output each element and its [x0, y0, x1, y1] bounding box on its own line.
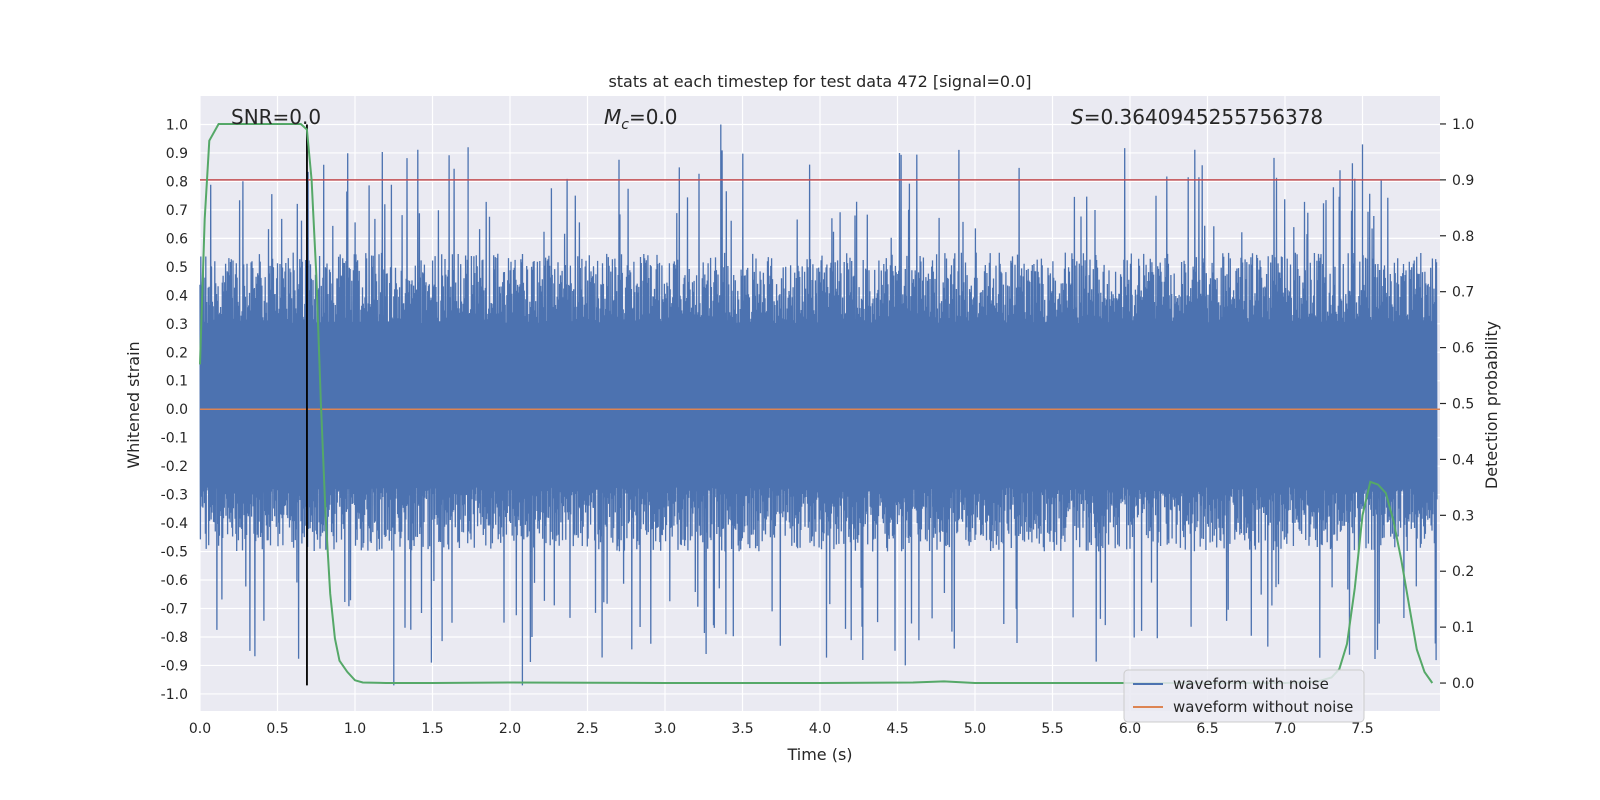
legend: waveform with noise waveform without noi…	[1123, 669, 1365, 723]
y-left-tick-1: 0.9	[166, 146, 188, 162]
y-left-tick-17: -0.7	[161, 602, 188, 618]
x-tick-12: 6.0	[1119, 721, 1141, 737]
legend-box	[1123, 669, 1365, 723]
x-tick-7: 3.5	[731, 721, 753, 737]
x-axis-ticks: 0.0 0.5 1.0 1.5 2.0 2.5 3.0 3.5 4.0 4.5 5.0 5.5 6.0 6…	[189, 721, 1374, 737]
y-left-tick-2: 0.8	[166, 174, 188, 190]
y-left-tick-4: 0.6	[166, 231, 188, 247]
legend-label-noise: waveform with noise	[1173, 675, 1329, 693]
x-tick-6: 3.0	[654, 721, 676, 737]
x-tick-8: 4.0	[809, 721, 831, 737]
y-left-tick-9: 0.1	[166, 374, 188, 390]
score-value: =0.3640945255756378	[1084, 105, 1323, 129]
x-tick-4: 2.0	[499, 721, 521, 737]
x-axis-label: Time (s)	[786, 745, 852, 764]
y-right-tick-4: 0.6	[1452, 341, 1474, 357]
x-tick-13: 6.5	[1196, 721, 1218, 737]
detection-probability-series	[199, 123, 1434, 684]
y-left-tick-3: 0.7	[166, 203, 188, 219]
snr-annotation: SNR=0.0	[231, 105, 321, 129]
y-left-tick-13: -0.3	[161, 488, 188, 504]
y-left-tick-8: 0.2	[166, 345, 188, 361]
waveform-with-noise-series	[199, 124, 1438, 686]
y-right-tick-0: 1.0	[1452, 117, 1474, 133]
y-left-tick-0: 1.0	[166, 117, 188, 133]
x-tick-0: 0.0	[189, 721, 211, 737]
right-y-axis-label: Detection probability	[1482, 321, 1501, 489]
y-right-tick-2: 0.8	[1452, 229, 1474, 245]
x-tick-2: 1.0	[344, 721, 366, 737]
y-right-tick-6: 0.4	[1452, 452, 1474, 468]
x-tick-14: 7.0	[1274, 721, 1296, 737]
y-right-tick-10: 0.0	[1452, 676, 1474, 692]
x-tick-1: 0.5	[266, 721, 288, 737]
y-left-tick-5: 0.5	[166, 260, 188, 276]
chirp-mass-subscript: c	[621, 117, 629, 133]
y-left-tick-19: -0.9	[161, 658, 188, 674]
detection-probability-line	[199, 123, 1434, 684]
x-tick-9: 4.5	[886, 721, 908, 737]
x-tick-15: 7.5	[1351, 721, 1373, 737]
y-right-tick-3: 0.7	[1452, 285, 1474, 301]
y-right-tick-5: 0.5	[1452, 397, 1474, 413]
chirp-mass-value: =0.0	[629, 105, 678, 129]
x-tick-5: 2.5	[576, 721, 598, 737]
y-left-tick-11: -0.1	[161, 431, 188, 447]
y-left-tick-12: -0.2	[161, 459, 188, 475]
score-annotation: S=0.3640945255756378	[1071, 105, 1323, 129]
y-left-tick-15: -0.5	[161, 545, 188, 561]
y-right-tick-1: 0.9	[1452, 173, 1474, 189]
left-y-axis-label: Whitened strain	[124, 341, 143, 468]
waveform-with-noise-line	[199, 124, 1438, 686]
y-left-tick-6: 0.4	[166, 288, 188, 304]
chirp-mass-symbol: M	[604, 105, 621, 129]
y-left-tick-14: -0.4	[161, 516, 188, 532]
y-left-tick-20: -1.0	[161, 687, 188, 703]
x-tick-10: 5.0	[964, 721, 986, 737]
x-tick-11: 5.5	[1041, 721, 1063, 737]
y-right-tick-8: 0.2	[1452, 564, 1474, 580]
left-y-axis-ticks: 1.0 0.9 0.8 0.7 0.6 0.5 0.4 0.3 0.2 0.1 0.0 -0.1 -0.…	[161, 117, 188, 702]
y-left-tick-7: 0.3	[166, 317, 188, 333]
legend-label-clean: waveform without noise	[1173, 698, 1353, 716]
y-right-tick-7: 0.3	[1452, 508, 1474, 524]
chart-title: stats at each timestep for test data 472…	[608, 72, 1031, 91]
right-y-axis-ticks: 1.0 0.9 0.8 0.7 0.6 0.5 0.4 0.3 0.2 0.1 0.0	[1440, 117, 1474, 692]
y-right-tick-9: 0.1	[1452, 620, 1474, 636]
y-left-tick-10: 0.0	[166, 402, 188, 418]
score-symbol: S	[1071, 105, 1084, 129]
x-tick-3: 1.5	[421, 721, 443, 737]
chirp-mass-annotation: Mc=0.0	[604, 105, 678, 133]
y-left-tick-18: -0.8	[161, 630, 188, 646]
y-left-tick-16: -0.6	[161, 573, 188, 589]
